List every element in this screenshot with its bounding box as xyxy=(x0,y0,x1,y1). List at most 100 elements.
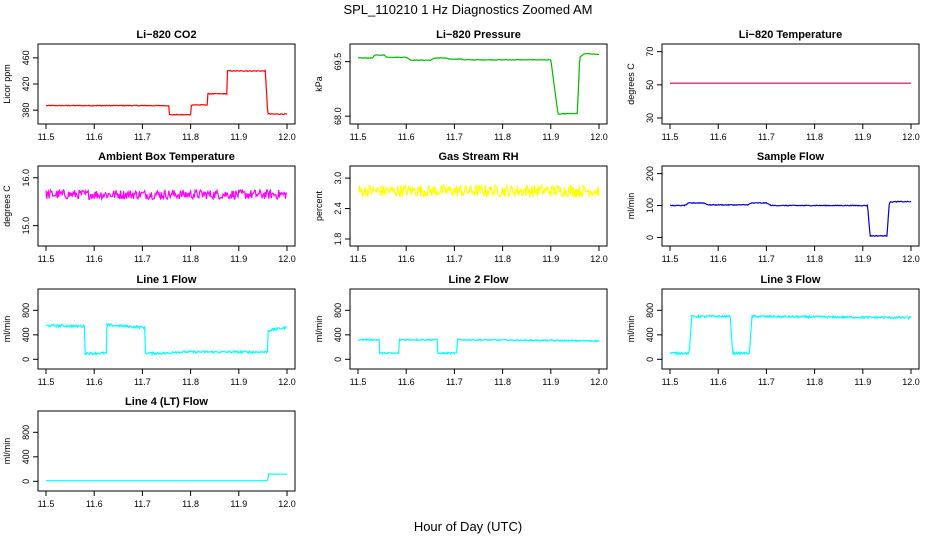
panel-3: Li−820 Temperature degrees C 11.5 11.6 11.7 1… xyxy=(626,29,920,142)
panel-title: Li−820 Temperature xyxy=(739,29,842,41)
y-tick-label: 420 xyxy=(21,76,31,91)
x-tick-label: 11.9 xyxy=(230,377,247,387)
y-tick-label: 800 xyxy=(333,303,343,318)
y-tick-label: 200 xyxy=(645,166,655,181)
plot-frame xyxy=(349,165,608,247)
panel-grid: Li−820 CO2 Licor ppm 11.5 11.6 11.7 11.8 11.9 1… xyxy=(2,29,920,509)
x-tick-label: 11.7 xyxy=(446,377,463,387)
x-tick-label: 11.6 xyxy=(710,254,727,264)
x-tick-label: 11.5 xyxy=(38,132,55,142)
x-tick-label: 11.7 xyxy=(758,132,775,142)
panel-title: Li−820 CO2 xyxy=(136,29,196,41)
plot-frame xyxy=(349,43,608,125)
x-tick-label: 11.7 xyxy=(134,377,151,387)
x-tick-label: 12.0 xyxy=(590,254,608,264)
x-tick-label: 11.5 xyxy=(38,254,55,264)
panel-10: Line 4 (LT) Flow ml/min 11.5 11.6 11.7 11.8 11… xyxy=(2,396,296,509)
panel-7: Line 1 Flow ml/min 11.5 11.6 11.7 11.8 11.9 12.… xyxy=(2,274,296,387)
y-tick-label: 0 xyxy=(21,357,31,362)
series-line xyxy=(669,313,912,357)
x-tick-label: 11.8 xyxy=(494,254,511,264)
x-tick-label: 12.0 xyxy=(278,377,296,387)
y-tick-label: 460 xyxy=(21,50,31,65)
x-tick-label: 11.9 xyxy=(542,377,559,387)
x-tick-label: 11.8 xyxy=(494,132,511,142)
y-tick-label: 68.0 xyxy=(333,107,343,125)
y-tick-label: 2.4 xyxy=(333,202,343,215)
panel-2: Li−820 Pressure kPa 11.5 11.6 11.7 11.8 11.9 12… xyxy=(314,29,608,142)
panel-title: Li−820 Pressure xyxy=(436,29,521,41)
plot-frame xyxy=(37,43,296,125)
plot-frame xyxy=(349,288,608,370)
plot-frame xyxy=(661,43,920,125)
x-tick-label: 11.6 xyxy=(86,254,103,264)
x-tick-label: 11.9 xyxy=(854,132,871,142)
y-tick-label: 400 xyxy=(333,327,343,342)
x-tick-label: 11.5 xyxy=(350,254,367,264)
x-tick-label: 11.7 xyxy=(446,254,463,264)
y-tick-label: 380 xyxy=(21,103,31,118)
y-tick-label: 1.8 xyxy=(333,233,343,246)
y-tick-label: 400 xyxy=(21,449,31,464)
y-tick-label: 800 xyxy=(21,425,31,440)
series-line xyxy=(46,322,288,357)
y-tick-label: 70 xyxy=(645,47,655,57)
series-line xyxy=(357,337,600,356)
series-line xyxy=(357,183,600,199)
x-tick-label: 11.9 xyxy=(854,254,871,264)
panel-title: Line 3 Flow xyxy=(761,274,821,286)
x-tick-label: 11.8 xyxy=(806,254,823,264)
x-tick-label: 11.6 xyxy=(398,254,415,264)
x-tick-label: 11.7 xyxy=(446,132,463,142)
panel-8: Line 2 Flow ml/min 11.5 11.6 11.7 11.8 11.9 12.… xyxy=(314,274,608,387)
y-tick-label: 0 xyxy=(333,357,343,362)
y-tick-label: 800 xyxy=(645,303,655,318)
x-tick-label: 11.5 xyxy=(38,499,55,509)
x-tick-label: 11.9 xyxy=(230,132,247,142)
x-tick-label: 11.5 xyxy=(350,132,367,142)
x-tick-label: 12.0 xyxy=(278,132,296,142)
plot-frame xyxy=(37,288,296,370)
y-tick-label: 30 xyxy=(645,113,655,123)
x-tick-label: 11.6 xyxy=(398,132,415,142)
x-tick-label: 11.5 xyxy=(38,377,55,387)
x-tick-label: 11.5 xyxy=(350,377,367,387)
y-axis-label: Licor ppm xyxy=(2,64,12,104)
x-tick-label: 11.8 xyxy=(182,377,199,387)
x-tick-label: 11.5 xyxy=(662,132,679,142)
y-tick-label: 3.0 xyxy=(333,172,343,185)
y-axis-label: ml/min xyxy=(2,316,12,343)
x-tick-label: 11.7 xyxy=(134,254,151,264)
x-tick-label: 11.8 xyxy=(806,132,823,142)
x-tick-label: 11.6 xyxy=(86,377,103,387)
panel-5: Gas Stream RH percent 11.5 11.6 11.7 11.8 11.9… xyxy=(314,151,608,264)
y-tick-label: 400 xyxy=(21,327,31,342)
x-tick-label: 12.0 xyxy=(590,132,608,142)
x-tick-label: 11.7 xyxy=(134,132,151,142)
panel-title: Line 4 (LT) Flow xyxy=(125,396,208,408)
y-axis-label: ml/min xyxy=(626,193,636,220)
x-tick-label: 11.7 xyxy=(758,377,775,387)
y-axis-label: ml/min xyxy=(626,316,636,343)
y-tick-label: 0 xyxy=(645,357,655,362)
plot-frame xyxy=(37,165,296,247)
x-tick-label: 11.8 xyxy=(806,377,823,387)
x-tick-label: 11.6 xyxy=(398,377,415,387)
x-tick-label: 12.0 xyxy=(278,254,296,264)
x-tick-label: 11.9 xyxy=(230,254,247,264)
panel-title: Line 1 Flow xyxy=(137,274,197,286)
x-tick-label: 12.0 xyxy=(902,132,920,142)
x-tick-label: 11.9 xyxy=(230,499,247,509)
x-tick-label: 11.8 xyxy=(182,254,199,264)
x-tick-label: 11.6 xyxy=(710,132,727,142)
y-tick-label: 50 xyxy=(645,80,655,90)
x-tick-label: 12.0 xyxy=(902,254,920,264)
x-tick-label: 11.9 xyxy=(542,132,559,142)
x-tick-label: 11.8 xyxy=(494,377,511,387)
panel-1: Li−820 CO2 Licor ppm 11.5 11.6 11.7 11.8 11.9 1… xyxy=(2,29,296,142)
panel-4: Ambient Box Temperature degrees C 11.5 11.6… xyxy=(2,151,296,264)
y-axis-label: percent xyxy=(314,190,324,221)
figure-title: SPL_110210 1 Hz Diagnostics Zoomed AM xyxy=(343,2,592,17)
x-tick-label: 12.0 xyxy=(902,377,920,387)
